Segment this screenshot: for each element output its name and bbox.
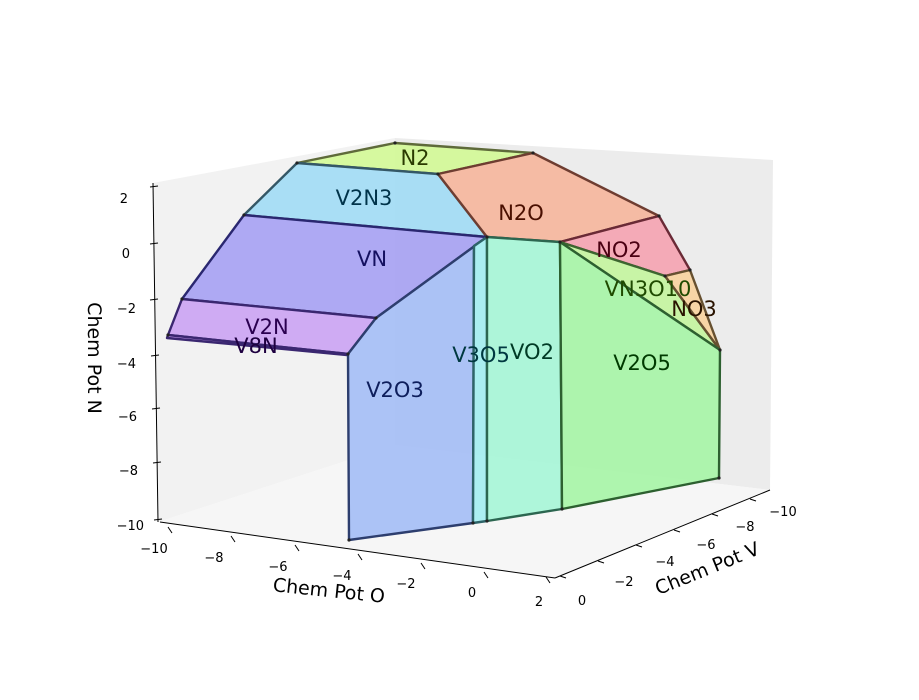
- region-label-n2o: N2O: [498, 201, 544, 225]
- z-tick-labels: 2 0 −2 −4 −6 −8 −10: [117, 192, 144, 534]
- y-tick-label: −6: [696, 538, 715, 553]
- x-axis-title: Chem Pot O: [272, 574, 386, 608]
- x-tick-label: −10: [140, 542, 167, 557]
- vertex-dot: [485, 519, 489, 523]
- z-tick-label: 0: [122, 247, 130, 262]
- vertex-dot: [485, 235, 489, 239]
- z-axis-title: Chem Pot N: [83, 302, 105, 414]
- vertex-dot: [718, 348, 722, 352]
- region-label-v2n3: V2N3: [336, 186, 393, 210]
- z-tick-label: −2: [117, 302, 136, 317]
- tick-marks: [149, 185, 757, 584]
- vertex-dot: [346, 352, 350, 356]
- x-tick-label: −2: [396, 577, 415, 592]
- region-label-vn3o10: VN3O10: [605, 277, 692, 301]
- region-face-no3: [663, 268, 722, 352]
- region-label-no3: NO3: [671, 297, 717, 321]
- y-tick-label: 0: [578, 594, 586, 609]
- vertex-dot: [393, 141, 397, 145]
- region-label-no2: NO2: [596, 238, 642, 262]
- vertex-dot: [166, 333, 170, 337]
- region-label-n2: N2: [400, 146, 429, 170]
- vertex-dot: [180, 297, 184, 301]
- vertex-dot: [560, 507, 564, 511]
- vertex-dot: [471, 521, 475, 525]
- region-label-v2n: V2N: [245, 315, 288, 339]
- vertex-dot: [347, 538, 351, 542]
- x-tick-label: 2: [535, 595, 543, 610]
- vertex-dot: [717, 476, 721, 480]
- y-tick-label: −4: [655, 555, 674, 570]
- region-label-vo2: VO2: [510, 340, 554, 364]
- z-axis-line: [152, 182, 159, 523]
- y-axis-line: [554, 489, 771, 579]
- region-label-v8n: V8N: [234, 334, 277, 358]
- z-tick-label: 2: [120, 192, 128, 207]
- region-face-v3o5: [471, 235, 489, 525]
- region-label-v2o3: V2O3: [366, 378, 424, 402]
- y-tick-label: −8: [735, 520, 754, 535]
- region-face-vo2: [485, 235, 564, 523]
- vertex-dot: [558, 240, 562, 244]
- x-tick-label: −4: [332, 569, 351, 584]
- z-tick-label: −10: [117, 519, 144, 534]
- vertex-dot: [663, 274, 667, 278]
- y-tick-label: −10: [769, 505, 796, 520]
- x-tick-label: −6: [268, 560, 287, 575]
- vertex-dot: [436, 172, 440, 176]
- vertex-dot: [242, 213, 246, 217]
- x-tick-labels: −10 −8 −6 −4 −2 0 2: [140, 542, 543, 610]
- vertex-dot: [374, 316, 378, 320]
- y-tick-label: −2: [614, 575, 633, 590]
- region-label-vn: VN: [357, 247, 387, 271]
- z-tick-label: −4: [117, 357, 136, 372]
- vertex-dot: [295, 161, 299, 165]
- vertex-dot: [688, 268, 692, 272]
- z-tick-label: −6: [118, 410, 137, 425]
- region-faces: [165, 141, 722, 542]
- axis-lines: [152, 182, 771, 579]
- vertex-dot: [657, 214, 661, 218]
- x-axis-line: [159, 521, 556, 579]
- region-label-v3o5: V3O5: [452, 343, 510, 367]
- x-tick-label: −8: [204, 551, 223, 566]
- y-tick-labels: 0 −2 −4 −6 −8 −10: [578, 505, 797, 609]
- x-tick-label: 0: [468, 586, 476, 601]
- region-label-v2o5: V2O5: [613, 351, 671, 375]
- vertex-dot: [531, 151, 535, 155]
- z-tick-label: −8: [119, 464, 138, 479]
